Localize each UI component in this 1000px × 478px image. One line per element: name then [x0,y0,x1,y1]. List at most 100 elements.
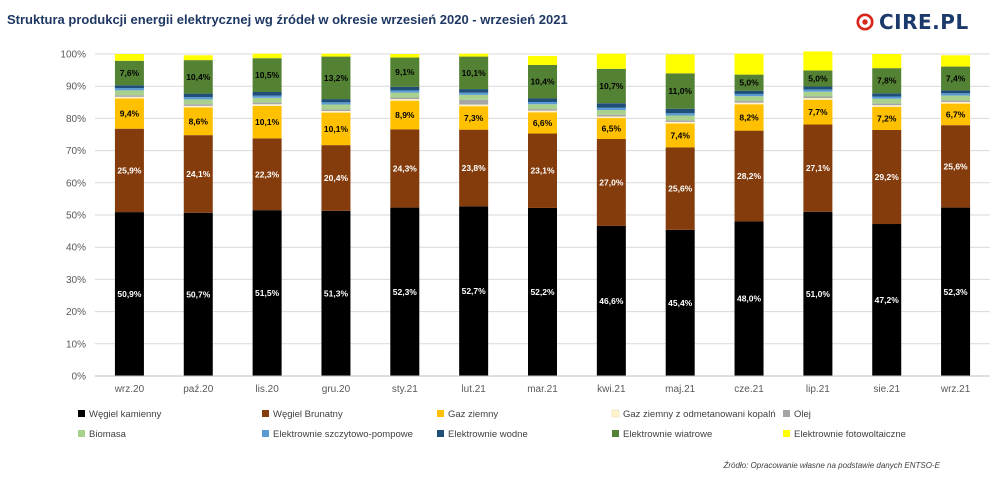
bar-segment [459,104,489,107]
data-label: 50,9% [117,289,142,299]
x-tick-label: lis.20 [255,384,279,395]
bar-segment [941,55,971,67]
bar-segment [734,101,764,103]
bar-segment [390,129,420,208]
data-label: 9,4% [120,109,140,119]
bar-segment [390,92,420,98]
bar-segment [183,97,213,100]
bar-segment [528,109,557,111]
bar-segment [941,101,971,104]
bar-segment [183,135,213,213]
data-label: 10,4% [186,72,211,82]
x-tick-label: wrz.20 [114,384,145,395]
bar-segment [321,112,351,146]
data-label: 52,3% [944,287,969,297]
legend-swatch [262,430,269,437]
data-label: 51,3% [324,288,349,298]
bar-segment [528,207,557,376]
data-label: 20,4% [324,173,349,183]
bar-segment [596,68,626,104]
data-label: 24,1% [186,169,211,179]
bar-segment [321,145,351,211]
axes: 0% 10% 20% 30% 40% 50% 60% 70% 80% 90% 100% wrz.20 p… [60,50,990,395]
data-label: 7,2% [877,113,897,123]
data-label: 10,1% [462,68,487,78]
bar-segment [114,98,144,129]
data-label: 10,4% [530,77,555,87]
data-label: 22,3% [255,169,280,179]
bar-segment [665,115,695,121]
data-label: 52,2% [530,287,555,297]
y-tick-label: 50% [66,211,86,222]
bar-segment [321,99,351,103]
bar-segment [665,113,695,116]
bar-segment [459,106,489,130]
bar-segment [252,95,282,98]
bar-segment [665,121,695,124]
data-label: 25,6% [668,184,693,194]
legend-label: Gaz ziemny z odmetanowani kopalń [623,409,776,420]
legend-swatch [783,410,790,417]
bars [114,51,971,376]
x-tick-label: sie.21 [873,384,900,395]
bar-segment [941,66,971,91]
bar-segment [321,53,351,57]
bar-segment [390,99,420,101]
bar-segment [734,102,764,105]
y-tick-label: 0% [72,372,87,383]
cire-logo-icon [856,13,874,31]
legend-swatch [783,430,790,437]
legend-label: Elektrownie szczytowo-pompowe [273,429,413,440]
legend-label: Gaz ziemny [448,409,498,420]
bar-segment [459,92,489,95]
bar-segment [252,97,282,103]
bar-segment [596,53,626,69]
bar-segment [596,107,626,111]
bar-segment [252,210,282,376]
x-tick-label: paź.20 [183,384,213,395]
bar-segment [803,89,833,92]
data-label: 46,6% [599,296,624,306]
bar-segment [183,107,213,136]
bar-segment [390,97,420,100]
bar-segment [665,123,695,148]
data-label: 27,0% [599,177,624,187]
bar-segment [734,53,764,75]
bar-segment [528,104,557,110]
legend-label: Elektrownie wiatrowe [623,429,712,440]
bar-segment [941,95,971,101]
y-tick-label: 40% [66,243,86,254]
data-label: 5,0% [739,78,759,88]
bar-segment [459,206,489,376]
data-label: 7,6% [120,68,140,78]
bar-segment [941,100,971,102]
x-tick-label: gru.20 [322,384,351,395]
legend-label: Olej [794,409,811,420]
data-label: 8,6% [189,116,209,126]
bar-segment [390,54,420,58]
bar-segment [528,64,557,99]
data-label: 5,0% [808,73,828,83]
data-label: 28,2% [737,171,762,181]
data-label: 7,7% [808,107,828,117]
x-tick-label: lut.21 [461,384,486,395]
bar-segment [114,128,144,213]
bar-segment [114,96,144,99]
bar-segment [459,53,489,57]
bar-segment [734,93,764,97]
bar-segment [183,99,213,105]
bar-segment [596,139,626,226]
legend-swatch [437,430,444,437]
bar-segment [252,102,282,105]
y-tick-label: 20% [66,307,86,318]
legend-label: Elektrownie wodne [448,429,528,440]
bar-segment [528,98,557,102]
data-label: 11,0% [668,86,692,96]
bar-segment [872,106,902,130]
data-label: 8,2% [739,112,759,122]
data-label: 25,6% [944,161,969,171]
bar-segment [872,68,902,94]
data-label: 10,5% [255,70,280,80]
bar-segment [252,105,282,139]
